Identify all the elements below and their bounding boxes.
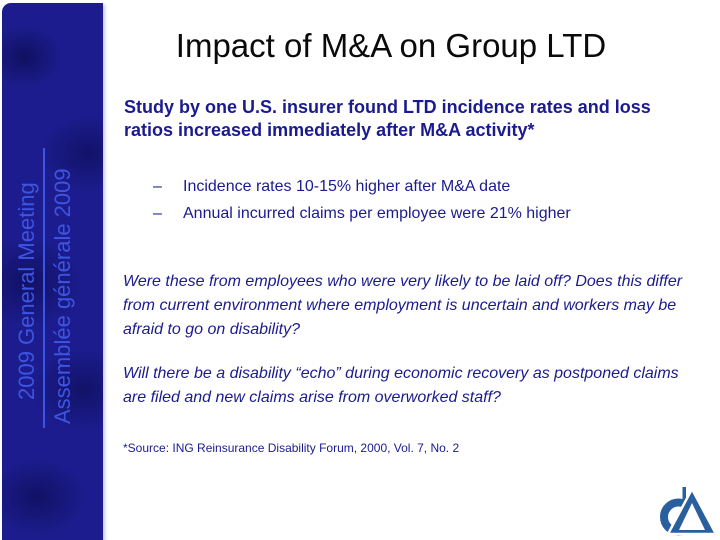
slide-title: Impact of M&A on Group LTD (175, 27, 607, 64)
discussion-paragraph-echo: Will there be a disability “echo” during… (123, 365, 679, 406)
bullet-list: – Incidence rates 10-15% higher after M&… (153, 173, 693, 227)
cia-logo-icon (656, 485, 719, 537)
list-item: – Annual incurred claims per employee we… (153, 200, 693, 227)
bullet-text-incidence: Incidence rates 10-15% higher after M&A … (183, 178, 511, 195)
headline-statement: Study by one U.S. insurer found LTD inci… (124, 97, 651, 140)
dash-bullet-icon: – (153, 205, 162, 222)
sidebar-meeting-name-fr: Assemblée générale 2009 (43, 148, 79, 428)
list-item: – Incidence rates 10-15% higher after M&… (153, 173, 693, 200)
sidebar-banner: 2009 General Meeting Assemblée générale … (2, 3, 103, 540)
sidebar-meeting-name-en: 2009 General Meeting (14, 182, 39, 400)
sidebar-rotated-text: 2009 General Meeting Assemblée générale … (14, 148, 79, 428)
discussion-paragraph-layoffs: Were these from employees who were very … (123, 273, 683, 338)
bullet-text-claims: Annual incurred claims per employee were… (183, 205, 571, 222)
dash-bullet-icon: – (153, 178, 162, 195)
source-footnote: *Source: ING Reinsurance Disability Foru… (123, 441, 460, 455)
